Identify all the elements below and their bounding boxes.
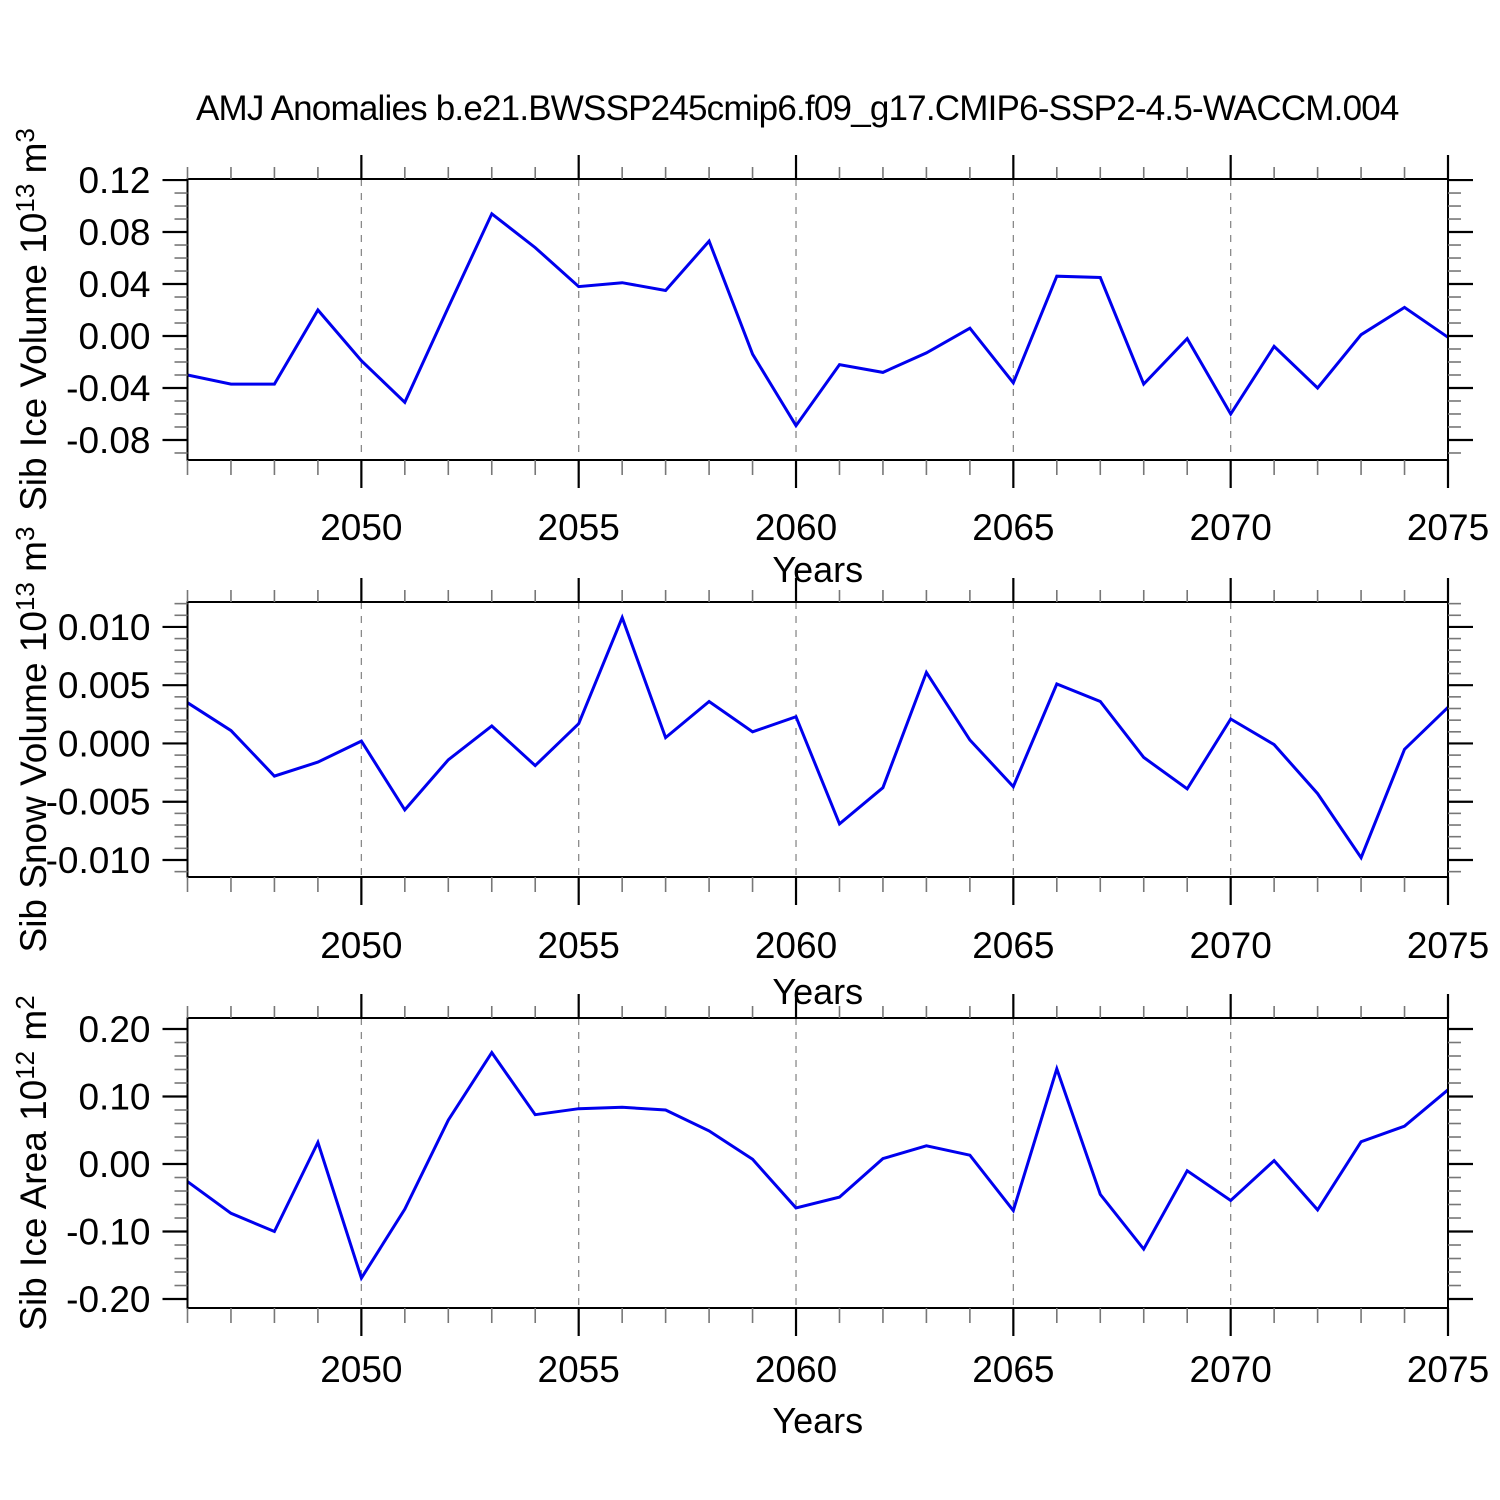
yaxis-title-sib-ice-volume: Sib Ice Volume 1013 m3 [10, 128, 54, 511]
y-tick-label: 0.00 [78, 316, 150, 357]
series-line-sib-ice-volume [187, 211, 1449, 429]
series-line-sib-ice-area [186, 1049, 1449, 1282]
y-tick-label: 0.20 [78, 1009, 150, 1050]
y-tick-label: 0.010 [58, 607, 151, 648]
x-tick-label: 2070 [1190, 925, 1272, 966]
yaxis-title-sib-snow-volume: Sib Snow Volume 1013 m3 [10, 527, 54, 953]
y-tick-label: 0.10 [78, 1077, 150, 1118]
y-tick-label: -0.005 [46, 782, 151, 823]
xaxis-title: Years [772, 549, 863, 590]
x-tick-label: 2075 [1407, 507, 1489, 548]
panel-sib-snow-volume: -0.010 -0.005 0.000 0.005 0.010 2050 2055 2060 2… [10, 527, 1489, 1012]
x-tick-label: 2050 [320, 1349, 402, 1390]
y-tick-label: -0.20 [66, 1279, 150, 1320]
y-tick-label: 0.00 [78, 1144, 150, 1185]
x-tick-label: 2070 [1190, 507, 1272, 548]
x-tick-label: 2060 [755, 507, 837, 548]
x-tick-label: 2050 [320, 925, 402, 966]
x-tick-label: 2060 [755, 925, 837, 966]
plot-border [186, 601, 1449, 878]
panels-group: -0.08 -0.04 0.00 0.04 0.08 0.12 2050 2055 2060 20… [10, 128, 1489, 1441]
x-tick-label: 2050 [320, 507, 402, 548]
x-tick-label: 2055 [538, 925, 620, 966]
y-tick-label: 0.000 [58, 723, 151, 764]
x-tick-label: 2075 [1407, 1349, 1489, 1390]
series-line-sib-snow-volume [186, 613, 1450, 861]
panel-sib-ice-area: -0.20 -0.10 0.00 0.10 0.20 2050 2055 2060 2065 20… [10, 994, 1489, 1441]
x-tick-label: 2065 [972, 507, 1054, 548]
x-tick-label: 2065 [972, 1349, 1054, 1390]
y-tick-label: 0.04 [78, 264, 150, 305]
xaxis-title: Years [772, 1400, 863, 1441]
plot-border [186, 178, 1449, 461]
yaxis-title-sib-ice-area: Sib Ice Area 1012 m2 [10, 995, 54, 1330]
y-tick-label: -0.04 [66, 368, 150, 409]
x-tick-label: 2055 [538, 1349, 620, 1390]
x-tick-label: 2055 [538, 507, 620, 548]
y-tick-label: -0.010 [46, 840, 151, 881]
xaxis-title: Years [772, 971, 863, 1012]
y-tick-label: -0.10 [66, 1212, 150, 1253]
y-tick-label: 0.12 [78, 160, 150, 201]
chart-title: AMJ Anomalies b.e21.BWSSP245cmip6.f09_g1… [196, 89, 1399, 128]
y-tick-label: -0.08 [66, 420, 150, 461]
x-tick-label: 2060 [755, 1349, 837, 1390]
x-tick-label: 2065 [972, 925, 1054, 966]
plot-border [186, 1017, 1449, 1309]
y-tick-label: 0.005 [58, 665, 151, 706]
x-tick-label: 2075 [1407, 925, 1489, 966]
x-tick-label: 2070 [1190, 1349, 1272, 1390]
panel-sib-ice-volume: -0.08 -0.04 0.00 0.04 0.08 0.12 2050 2055 2060 20… [10, 128, 1489, 590]
y-tick-label: 0.08 [78, 212, 150, 253]
